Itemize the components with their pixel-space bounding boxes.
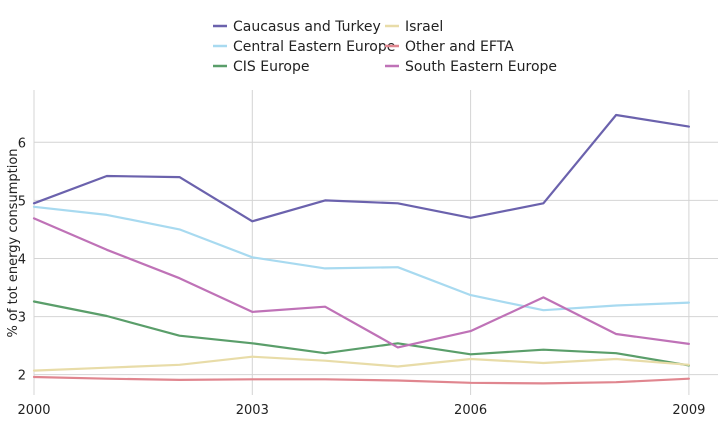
legend-item: Caucasus and Turkey (213, 19, 381, 35)
legend-item: Central Eastern Europe (213, 39, 395, 55)
y-tick-label: 5 (18, 194, 26, 209)
series-line (32, 217, 691, 349)
series-lines (32, 113, 691, 385)
legend-label: South Eastern Europe (405, 59, 557, 75)
series-line (32, 375, 691, 385)
grid-lines (33, 90, 718, 395)
y-tick-label: 2 (18, 369, 26, 384)
legend: Caucasus and Turkey Central Eastern Europ… (213, 19, 557, 75)
legend-label: Israel (405, 19, 443, 35)
series-line (32, 355, 691, 372)
legend-label: CIS Europe (233, 59, 309, 75)
legend-label: Central Eastern Europe (233, 39, 395, 55)
x-tick-label: 2009 (672, 403, 705, 418)
y-axis-title: % of tot energy consumption (6, 148, 21, 337)
x-axis: 2000 2003 2006 2009 (17, 403, 705, 418)
y-tick-label: 3 (18, 311, 26, 326)
legend-item: Israel (385, 19, 443, 35)
legend-item: Other and EFTA (385, 39, 514, 55)
y-axis: 2 3 4 5 6 (18, 136, 26, 383)
x-tick-label: 2003 (236, 403, 269, 418)
series-line (32, 300, 691, 367)
x-tick-label: 2000 (17, 403, 50, 418)
series-line (32, 113, 691, 223)
y-tick-label: 4 (18, 252, 26, 267)
series-line (32, 205, 691, 312)
legend-label: Caucasus and Turkey (233, 19, 381, 35)
legend-label: Other and EFTA (405, 39, 514, 55)
x-tick-label: 2006 (454, 403, 487, 418)
y-tick-label: 6 (18, 136, 26, 151)
legend-item: South Eastern Europe (385, 59, 557, 75)
legend-item: CIS Europe (213, 59, 309, 75)
